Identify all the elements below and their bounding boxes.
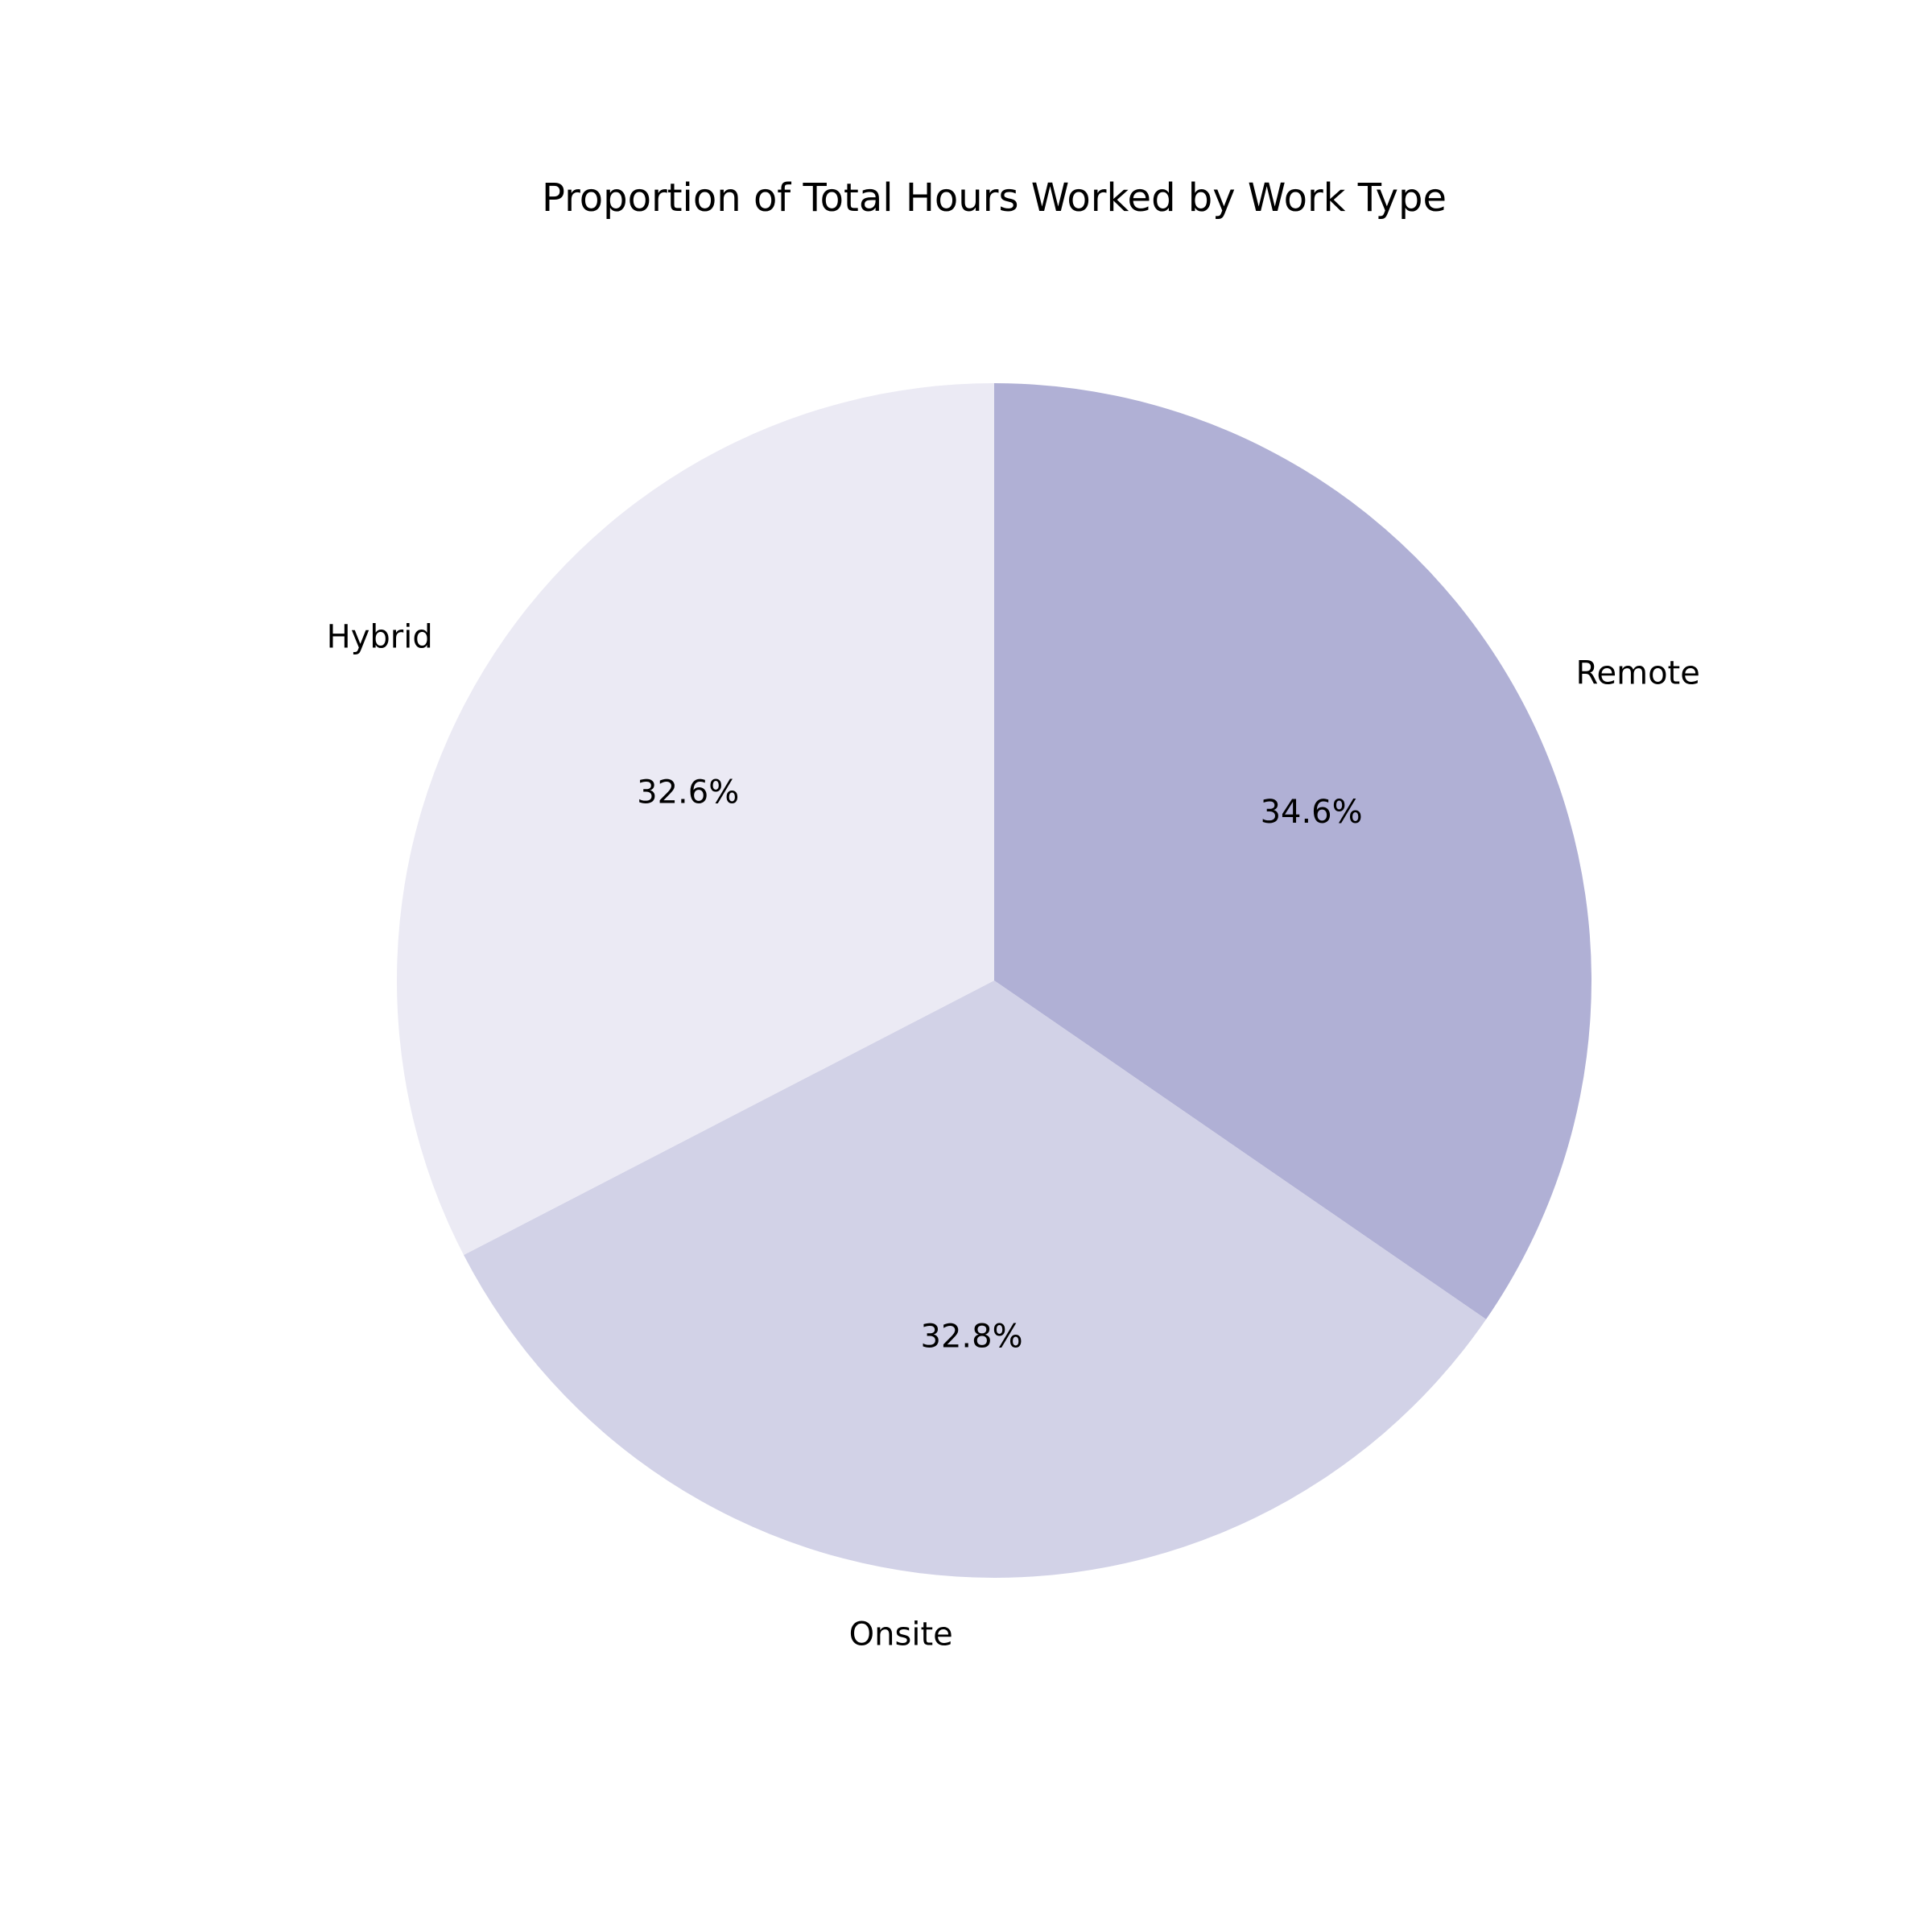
pie-slice-remote [994,383,1591,1319]
slice-percent-remote: 34.6% [1261,794,1363,831]
slice-label-onsite: Onsite [849,1616,953,1653]
pie-labels: Remote 34.6% Onsite 32.8% Hybrid 32.6% [327,619,1700,1653]
pie-slice-onsite [464,980,1487,1579]
pie-slices [396,383,1591,1579]
slice-label-hybrid: Hybrid [327,619,433,656]
slice-percent-hybrid: 32.6% [637,774,739,811]
slice-percent-onsite: 32.8% [921,1318,1023,1355]
pie-slice-hybrid [396,383,994,1256]
slice-label-remote: Remote [1576,654,1700,691]
chart-title: Proportion of Total Hours Worked by Work… [542,175,1447,221]
